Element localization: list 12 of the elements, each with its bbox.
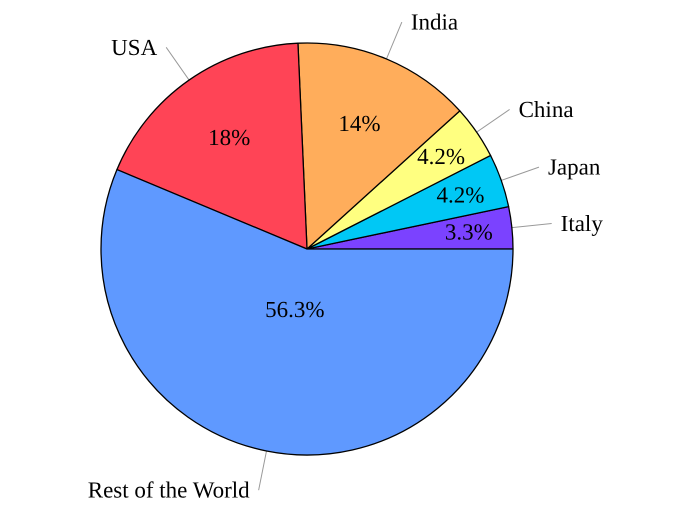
data-label: 14% xyxy=(338,111,381,136)
data-label: 56.3% xyxy=(265,297,325,322)
slice-label: Italy xyxy=(560,211,604,236)
data-label: 18% xyxy=(208,125,250,150)
data-label: 4.2% xyxy=(417,144,465,170)
slice-label: India xyxy=(410,10,458,35)
slice-label: Japan xyxy=(548,154,601,180)
slice-label: USA xyxy=(111,34,158,60)
slice-label: Rest of the World xyxy=(88,478,250,503)
data-label: 4.2% xyxy=(436,182,484,208)
data-label: 3.3% xyxy=(444,220,493,245)
slice-label: China xyxy=(518,96,574,122)
